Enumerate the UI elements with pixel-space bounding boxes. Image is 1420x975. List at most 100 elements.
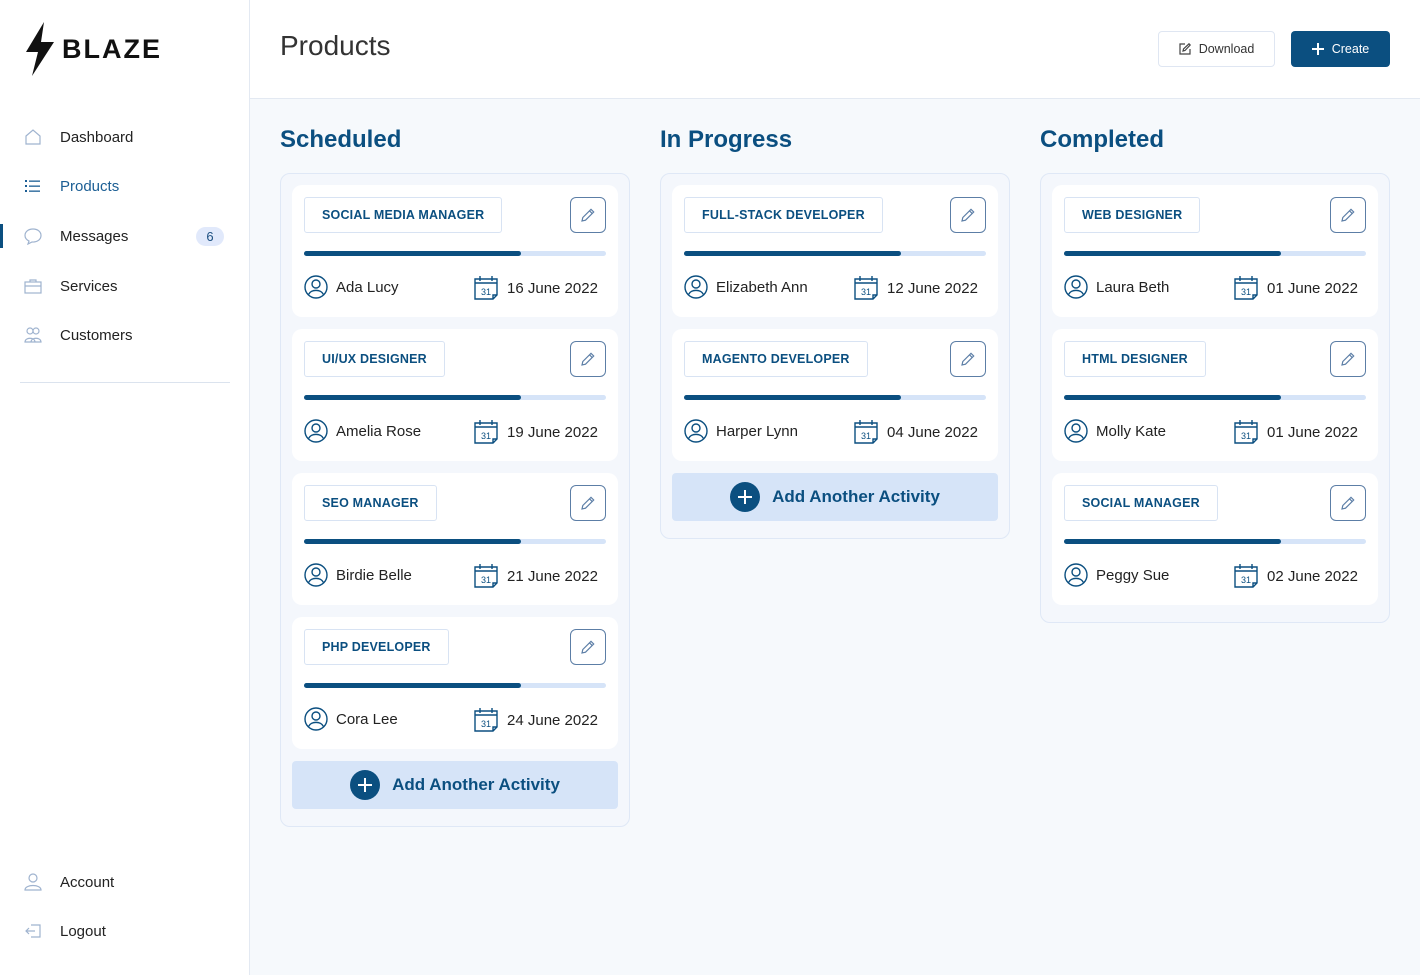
- progress-bar: [684, 251, 986, 256]
- assignee-name: Birdie Belle: [336, 566, 412, 584]
- edit-button[interactable]: [1330, 197, 1366, 233]
- role-tag: SEO MANAGER: [304, 485, 437, 521]
- calendar-icon: 31: [474, 564, 498, 588]
- edit-button[interactable]: [1330, 341, 1366, 377]
- sidebar-item-services[interactable]: Services: [0, 266, 249, 306]
- due-date: 31 21 June 2022: [473, 563, 598, 589]
- svg-text:31: 31: [861, 287, 871, 297]
- task-card[interactable]: UI/UX DESIGNER Amelia Rose 31 19 June 202…: [292, 329, 618, 461]
- edit-button[interactable]: [570, 341, 606, 377]
- assignee-name: Cora Lee: [336, 710, 398, 728]
- svg-text:31: 31: [861, 431, 871, 441]
- sidebar-item-logout[interactable]: Logout: [0, 911, 249, 951]
- task-card[interactable]: PHP DEVELOPER Cora Lee 31 24 June 2022: [292, 617, 618, 749]
- sidebar-item-products[interactable]: Products: [0, 166, 249, 206]
- due-date: 31 01 June 2022: [1233, 419, 1358, 445]
- due-date-text: 01 June 2022: [1267, 423, 1358, 441]
- due-date: 31 02 June 2022: [1233, 563, 1358, 589]
- assignee: Birdie Belle: [304, 563, 412, 587]
- task-card[interactable]: SOCIAL MEDIA MANAGER Ada Lucy 31 16 June …: [292, 185, 618, 317]
- add-activity-label: Add Another Activity: [392, 775, 560, 794]
- task-card[interactable]: MAGENTO DEVELOPER Harper Lynn 31 04 June …: [672, 329, 998, 461]
- add-activity-button[interactable]: Add Another Activity: [292, 761, 618, 809]
- assignee: Harper Lynn: [684, 419, 798, 443]
- user-circle-icon: [304, 275, 328, 299]
- progress-bar: [304, 539, 606, 544]
- calendar-icon: 31: [1234, 564, 1258, 588]
- progress-fill: [304, 251, 522, 256]
- download-button[interactable]: Download: [1158, 31, 1275, 67]
- sidebar-item-label: Messages: [60, 227, 129, 245]
- sidebar-item-label: Account: [60, 873, 115, 891]
- role-tag: SOCIAL MEDIA MANAGER: [304, 197, 503, 233]
- progress-bar: [304, 395, 606, 400]
- due-date-text: 04 June 2022: [887, 423, 978, 441]
- column-title: Completed: [1040, 126, 1165, 153]
- sidebar-item-messages[interactable]: Messages 6: [0, 216, 249, 256]
- role-tag: UI/UX DESIGNER: [304, 341, 445, 377]
- sidebar-item-label: Dashboard: [60, 128, 134, 146]
- due-date-text: 19 June 2022: [507, 423, 598, 441]
- progress-fill: [684, 251, 902, 256]
- sidebar-item-dashboard[interactable]: Dashboard: [0, 117, 249, 157]
- header: Products Download Create: [250, 0, 1420, 99]
- add-activity-button[interactable]: Add Another Activity: [672, 473, 998, 521]
- assignee: Amelia Rose: [304, 419, 421, 443]
- list-icon: [25, 180, 40, 192]
- pencil-icon: [581, 352, 595, 366]
- edit-button[interactable]: [950, 341, 986, 377]
- user-circle-icon: [1064, 275, 1088, 299]
- progress-fill: [1064, 395, 1282, 400]
- user-circle-icon: [304, 707, 328, 731]
- task-card[interactable]: SEO MANAGER Birdie Belle 31 21 June 2022: [292, 473, 618, 605]
- sidebar: BLAZE Dashboard Products Messages 6 Serv…: [0, 0, 250, 975]
- sidebar-item-account[interactable]: Account: [0, 862, 249, 902]
- calendar-icon: 31: [474, 708, 498, 732]
- edit-button[interactable]: [570, 197, 606, 233]
- progress-bar: [1064, 539, 1366, 544]
- due-date: 31 16 June 2022: [473, 275, 598, 301]
- edit-button[interactable]: [570, 629, 606, 665]
- pencil-icon: [581, 496, 595, 510]
- user-icon: [24, 873, 42, 891]
- edit-button[interactable]: [950, 197, 986, 233]
- add-activity-label: Add Another Activity: [772, 487, 940, 506]
- users-icon: [24, 327, 42, 343]
- due-date: 31 04 June 2022: [853, 419, 978, 445]
- pencil-icon: [961, 352, 975, 366]
- home-icon: [25, 129, 41, 145]
- assignee-name: Laura Beth: [1096, 278, 1170, 296]
- edit-button[interactable]: [1330, 485, 1366, 521]
- user-circle-icon: [1064, 419, 1088, 443]
- download-label: Download: [1198, 42, 1255, 56]
- due-date: 31 12 June 2022: [853, 275, 978, 301]
- create-button[interactable]: Create: [1291, 31, 1390, 67]
- column-title: In Progress: [660, 126, 793, 153]
- task-card[interactable]: WEB DESIGNER Laura Beth 31 01 June 2022: [1052, 185, 1378, 317]
- assignee-name: Elizabeth Ann: [716, 278, 808, 296]
- page-title: Products: [280, 30, 391, 61]
- logo[interactable]: BLAZE: [24, 22, 162, 76]
- sidebar-item-customers[interactable]: Customers: [0, 315, 249, 355]
- logout-icon: [25, 924, 41, 938]
- task-card[interactable]: SOCIAL MANAGER Peggy Sue 31 02 June 2022: [1052, 473, 1378, 605]
- role-tag: PHP DEVELOPER: [304, 629, 449, 665]
- brand-name: BLAZE: [62, 33, 162, 64]
- progress-fill: [1064, 539, 1282, 544]
- pencil-icon: [961, 208, 975, 222]
- due-date: 31 19 June 2022: [473, 419, 598, 445]
- edit-button[interactable]: [570, 485, 606, 521]
- due-date-text: 24 June 2022: [507, 711, 598, 729]
- progress-bar: [1064, 395, 1366, 400]
- role-tag: FULL-STACK DEVELOPER: [684, 197, 883, 233]
- task-card[interactable]: FULL-STACK DEVELOPER Elizabeth Ann 31 12 …: [672, 185, 998, 317]
- sidebar-item-label: Customers: [60, 326, 133, 344]
- user-circle-icon: [304, 419, 328, 443]
- task-card[interactable]: HTML DESIGNER Molly Kate 31 01 June 2022: [1052, 329, 1378, 461]
- calendar-icon: 31: [854, 420, 878, 444]
- role-tag: SOCIAL MANAGER: [1064, 485, 1218, 521]
- progress-bar: [304, 251, 606, 256]
- calendar-icon: 31: [1234, 276, 1258, 300]
- pencil-icon: [1341, 208, 1355, 222]
- chat-icon: [24, 228, 42, 245]
